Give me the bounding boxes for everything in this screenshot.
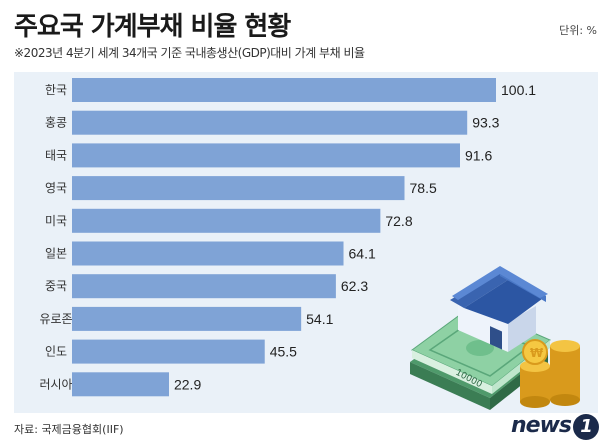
- value-label: 93.3: [472, 115, 499, 131]
- value-label: 45.5: [270, 344, 297, 360]
- bar: [72, 372, 169, 397]
- svg-text:₩: ₩: [530, 346, 544, 360]
- value-label: 78.5: [410, 180, 437, 196]
- value-label: 64.1: [349, 246, 376, 262]
- category-label: 태국: [45, 148, 67, 162]
- value-label: 72.8: [385, 213, 412, 229]
- bar: [72, 110, 468, 135]
- subtitle: ※2023년 4분기 세계 34개국 기준 국내총생산(GDP)대비 가계 부채…: [14, 46, 365, 60]
- bar: [72, 78, 496, 102]
- value-label: 91.6: [465, 147, 492, 163]
- bar: [72, 143, 460, 168]
- bar: [72, 339, 265, 364]
- logo-text: news: [510, 413, 572, 438]
- bar: [72, 274, 336, 299]
- bar: [72, 176, 405, 201]
- value-label: 54.1: [306, 311, 333, 327]
- category-label: 홍콩: [45, 116, 67, 130]
- category-label: 영국: [45, 181, 67, 195]
- value-label: 62.3: [341, 278, 368, 294]
- category-label: 일본: [45, 247, 67, 261]
- logo-mark: 1: [573, 414, 599, 440]
- news1-logo: news 1: [511, 413, 599, 440]
- category-label: 중국: [45, 279, 67, 293]
- value-label: 22.9: [174, 376, 201, 392]
- bar: [72, 306, 302, 331]
- source-note: 자료: 국제금융협회(IIF): [14, 423, 124, 436]
- bar: [72, 208, 381, 233]
- category-label: 러시아: [39, 377, 72, 391]
- page-title: 주요국 가계부채 비율 현황: [14, 12, 291, 42]
- house-icon: [450, 266, 548, 352]
- category-label: 유로존: [39, 312, 72, 326]
- category-label: 한국: [45, 83, 67, 97]
- category-label: 인도: [45, 345, 67, 359]
- gold-coins-icon: ₩: [520, 339, 580, 408]
- unit-label: 단위: %: [559, 24, 597, 37]
- value-label: 100.1: [501, 82, 536, 98]
- bar: [72, 241, 344, 266]
- category-label: 미국: [45, 214, 67, 228]
